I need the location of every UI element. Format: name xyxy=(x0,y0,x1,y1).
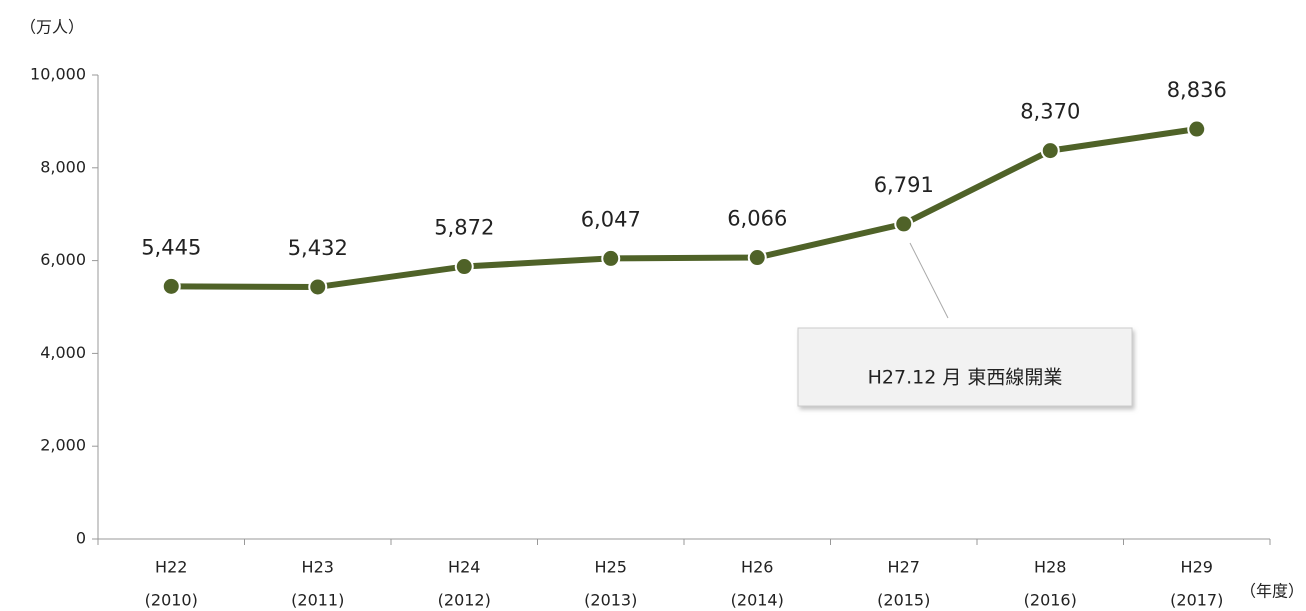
value-label: 8,836 xyxy=(1167,78,1227,102)
value-label: 6,066 xyxy=(727,207,787,231)
y-tick-label: 0 xyxy=(76,529,86,548)
y-tick-label: 10,000 xyxy=(30,65,86,84)
marker xyxy=(1040,141,1060,161)
x-tick-label: (2013) xyxy=(584,591,637,610)
marker xyxy=(747,248,767,268)
value-label: 5,445 xyxy=(141,235,201,259)
value-label: 5,872 xyxy=(434,216,494,240)
x-tick-label: H29 xyxy=(1181,558,1213,577)
annotation: H27.12 月 東西線開業 xyxy=(868,367,1063,389)
value-label: 6,791 xyxy=(874,173,934,197)
x-tick-label: (2015) xyxy=(877,591,930,610)
annotation-box xyxy=(797,327,1133,407)
x-tick-label: (2016) xyxy=(1024,591,1077,610)
marker xyxy=(1187,119,1207,139)
x-tick-label: H24 xyxy=(448,558,480,577)
x-tick-label: (2011) xyxy=(291,591,344,610)
marker xyxy=(454,257,474,277)
value-label: 8,370 xyxy=(1020,100,1080,124)
x-tick-label: (2010) xyxy=(145,591,198,610)
marker xyxy=(601,248,621,268)
x-tick-label: H25 xyxy=(595,558,627,577)
y-tick-label: 6,000 xyxy=(40,250,86,269)
y-tick-label: 4,000 xyxy=(40,343,86,362)
annotation-leader xyxy=(909,242,949,319)
value-label: 5,432 xyxy=(288,236,348,260)
x-tick-label: H27 xyxy=(888,558,920,577)
x-axis-label: （年度） xyxy=(1240,582,1304,601)
y-tick-label: 8,000 xyxy=(40,157,86,176)
marker xyxy=(308,277,328,297)
x-tick-label: (2017) xyxy=(1170,591,1223,610)
line xyxy=(171,126,1198,290)
marker xyxy=(161,276,181,296)
x-tick-label: (2012) xyxy=(438,591,491,610)
marker xyxy=(894,214,914,234)
x-tick-label: H26 xyxy=(741,558,773,577)
y-tick-label: 2,000 xyxy=(40,436,86,455)
value-label: 6,047 xyxy=(581,207,641,231)
x-tick-label: H28 xyxy=(1034,558,1066,577)
x-tick-label: H23 xyxy=(302,558,334,577)
y-axis-label: （万人） xyxy=(20,18,84,37)
x-tick-label: H22 xyxy=(155,558,187,577)
x-tick-label: (2014) xyxy=(731,591,784,610)
